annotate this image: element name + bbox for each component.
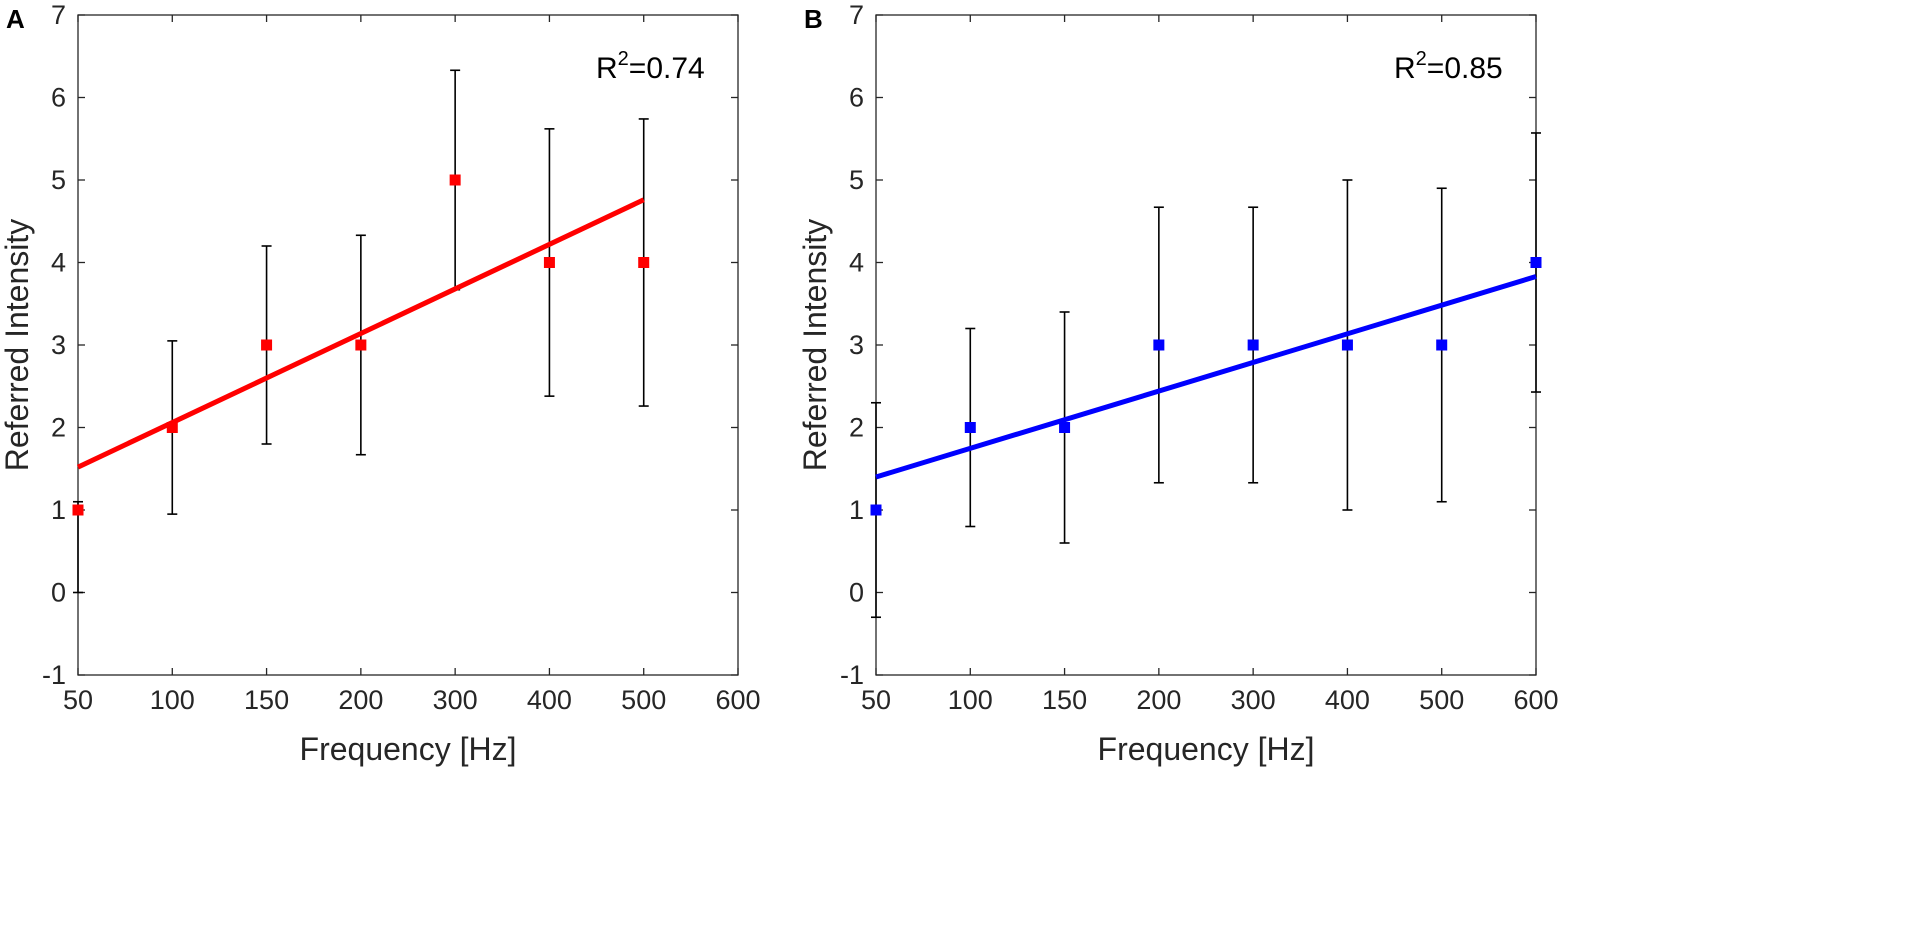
data-point: [1436, 339, 1448, 351]
y-tick-label: 4: [849, 248, 864, 278]
r-squared-annotation: R2=0.85: [1394, 48, 1503, 85]
r-squared-base: R: [596, 52, 618, 85]
y-tick-label: 4: [51, 248, 66, 278]
data-point: [166, 422, 178, 433]
x-tick-label: 50: [861, 685, 891, 715]
y-tick-label: 2: [51, 413, 66, 443]
data-point: [870, 504, 882, 516]
y-tick-label: 3: [51, 330, 66, 360]
y-axis-label: Referred Intensity: [0, 219, 35, 472]
x-tick-label: 600: [715, 685, 760, 715]
data-point: [1341, 339, 1353, 351]
data-point: [543, 257, 555, 268]
y-tick-label: 1: [51, 495, 66, 525]
x-tick-label: 400: [1325, 685, 1370, 715]
x-tick-label: 500: [621, 685, 666, 715]
data-point: [261, 339, 273, 351]
x-tick-label: 300: [1231, 685, 1276, 715]
x-tick-label: 500: [1419, 685, 1464, 715]
x-axis-label: Frequency [Hz]: [1098, 731, 1315, 767]
y-tick-label: 5: [51, 165, 66, 195]
y-tick-label: 2: [849, 413, 864, 443]
data-point: [1247, 339, 1259, 351]
r-squared-base: R: [1394, 52, 1416, 85]
y-tick-label: 1: [849, 495, 864, 525]
r-squared-value: =0.74: [629, 52, 705, 85]
r-squared-superscript: 2: [1416, 48, 1427, 70]
data-point: [449, 174, 461, 186]
panel-label: A: [6, 4, 25, 34]
y-tick-label: 3: [849, 330, 864, 360]
x-tick-label: 150: [1042, 685, 1087, 715]
x-tick-label: 100: [948, 685, 993, 715]
r-squared-value: =0.85: [1427, 52, 1503, 85]
data-point: [1059, 422, 1071, 433]
y-tick-label: 7: [849, 0, 864, 30]
panel-label: B: [804, 4, 823, 34]
y-axis-label: Referred Intensity: [797, 219, 833, 472]
data-point: [1530, 257, 1542, 268]
plot-area-frame: [77, 14, 739, 676]
x-tick-label: 400: [527, 685, 572, 715]
x-axis-label: Frequency [Hz]: [300, 731, 517, 767]
data-point: [1153, 339, 1165, 351]
x-tick-label: 300: [433, 685, 478, 715]
x-tick-label: 200: [338, 685, 383, 715]
r-squared-superscript: 2: [618, 48, 629, 70]
y-tick-label: 0: [849, 578, 864, 608]
chart-panel-b: 50 100 150 200 300 400 500 600 -1 0 1 2 3 4 5 6 7 Frequen…: [797, 0, 1559, 767]
x-tick-label: 600: [1513, 685, 1558, 715]
chart-panel-a: 50 100 150 200 300 400 500 600 -1 0 1 2 3 4 5 6 7 Frequen…: [0, 0, 761, 767]
y-tick-label: 7: [51, 0, 66, 30]
y-tick-label: -1: [42, 660, 66, 690]
data-point: [638, 257, 650, 268]
y-tick-label: -1: [840, 660, 864, 690]
y-tick-label: 5: [849, 165, 864, 195]
x-tick-label: 100: [150, 685, 195, 715]
y-tick-label: 6: [849, 83, 864, 113]
x-tick-label: 200: [1136, 685, 1181, 715]
fit-line: [875, 274, 1537, 480]
data-point: [964, 422, 976, 433]
data-point: [72, 504, 84, 516]
x-tick-label: 150: [244, 685, 289, 715]
y-tick-label: 6: [51, 83, 66, 113]
data-point: [355, 339, 367, 351]
x-tick-label: 50: [63, 685, 93, 715]
y-tick-label: 0: [51, 578, 66, 608]
r-squared-annotation: R2=0.74: [596, 48, 705, 85]
